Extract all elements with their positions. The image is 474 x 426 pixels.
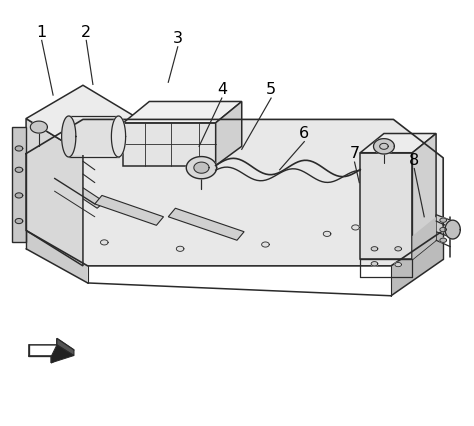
Polygon shape: [111, 117, 126, 158]
Text: 3: 3: [173, 31, 183, 46]
Polygon shape: [29, 339, 74, 363]
Polygon shape: [123, 124, 216, 166]
Polygon shape: [62, 117, 76, 158]
Polygon shape: [440, 228, 447, 232]
Polygon shape: [395, 247, 401, 251]
Polygon shape: [26, 119, 83, 266]
Polygon shape: [95, 196, 164, 226]
Polygon shape: [391, 231, 443, 296]
Polygon shape: [69, 119, 118, 155]
Polygon shape: [395, 263, 401, 267]
Text: 1: 1: [36, 24, 47, 40]
Polygon shape: [26, 231, 88, 283]
Polygon shape: [352, 225, 359, 230]
Polygon shape: [176, 247, 184, 252]
Polygon shape: [12, 128, 26, 243]
Polygon shape: [262, 242, 269, 248]
Polygon shape: [445, 221, 460, 239]
Polygon shape: [371, 262, 378, 266]
Polygon shape: [440, 239, 447, 243]
Polygon shape: [123, 102, 242, 124]
Text: 7: 7: [349, 146, 360, 161]
Polygon shape: [194, 163, 209, 174]
Polygon shape: [30, 122, 47, 134]
Polygon shape: [360, 134, 436, 153]
Polygon shape: [360, 153, 412, 260]
Polygon shape: [26, 120, 443, 266]
Text: 8: 8: [409, 152, 419, 167]
Text: 6: 6: [299, 125, 310, 141]
Polygon shape: [168, 209, 244, 241]
Polygon shape: [15, 219, 23, 224]
Polygon shape: [216, 102, 242, 166]
Polygon shape: [323, 232, 331, 237]
Polygon shape: [57, 339, 74, 356]
Text: 5: 5: [266, 82, 276, 97]
Polygon shape: [440, 219, 447, 223]
Polygon shape: [100, 240, 108, 245]
Polygon shape: [62, 179, 104, 209]
Text: 2: 2: [81, 24, 91, 40]
Polygon shape: [412, 134, 436, 260]
Polygon shape: [371, 247, 378, 251]
Polygon shape: [186, 157, 217, 179]
Polygon shape: [412, 217, 436, 260]
Polygon shape: [15, 193, 23, 199]
Polygon shape: [374, 139, 394, 155]
Polygon shape: [15, 147, 23, 152]
Text: 4: 4: [217, 82, 227, 97]
Polygon shape: [436, 215, 453, 239]
Polygon shape: [51, 345, 74, 363]
Polygon shape: [26, 86, 140, 154]
Polygon shape: [15, 168, 23, 173]
